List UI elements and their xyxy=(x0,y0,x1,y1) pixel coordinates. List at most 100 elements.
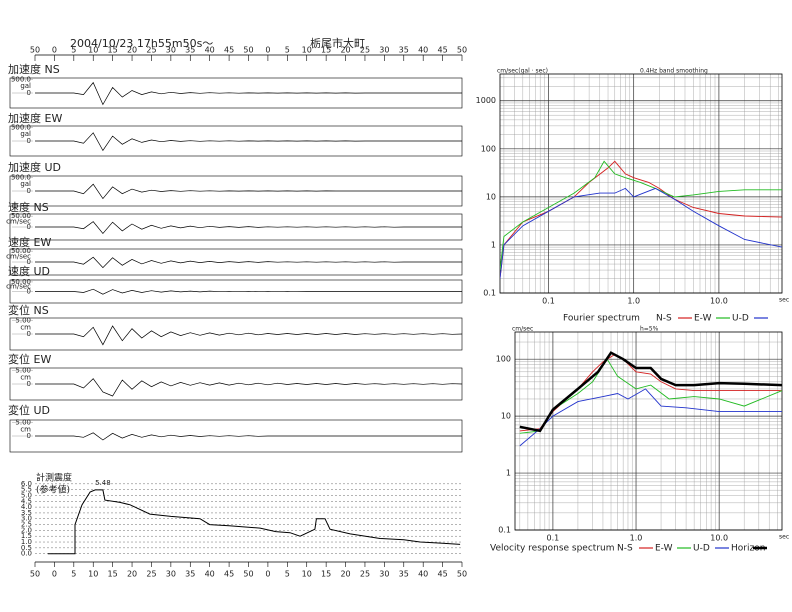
x-tick-label: 45 xyxy=(437,570,447,579)
panel-title: 速度 NS xyxy=(8,200,49,214)
y-tick-label: 3.0 xyxy=(21,515,32,523)
chart-subtitle: (参考値) xyxy=(36,484,70,496)
x-tick-label: 15 xyxy=(108,46,118,55)
panel-title: 加速度 UD xyxy=(8,160,61,174)
unit-label: cm/sec xyxy=(6,218,31,226)
record-date: 2004/10/23 17h55m50s～ xyxy=(70,37,213,50)
panel-title: 変位 EW xyxy=(8,352,51,366)
y-tick-label: 3.5 xyxy=(21,509,32,517)
x-axis-label: sec xyxy=(779,534,789,541)
y-axis-label: cm/sec(gal · sec) xyxy=(497,68,548,75)
y-tick-label: 10 xyxy=(501,412,511,421)
panel-title: 加速度 NS xyxy=(8,62,60,76)
x-tick-label: 5 xyxy=(71,46,76,55)
x-tick-label: 15 xyxy=(321,46,331,55)
x-tick-label: 10 xyxy=(88,46,98,55)
spectrum-line xyxy=(500,187,782,279)
x-tick-label: 30 xyxy=(166,570,176,579)
spectrum-line xyxy=(519,388,782,447)
x-tick-label: 20 xyxy=(340,46,350,55)
spectrum-line xyxy=(519,351,782,433)
x-tick-label: 25 xyxy=(360,570,370,579)
spectrum-line xyxy=(519,354,782,432)
panel-title: 速度 UD xyxy=(8,264,50,278)
x-tick-label: 10.0 xyxy=(710,534,728,543)
chart-title: 計測震度 xyxy=(36,472,72,484)
y-tick-label: 5.0 xyxy=(21,491,32,499)
intensity-line xyxy=(47,489,461,555)
x-tick-label: 0 xyxy=(52,46,57,55)
x-tick-label: 40 xyxy=(418,570,428,579)
x-tick-label: 45 xyxy=(437,46,447,55)
legend-label: U-D xyxy=(693,544,710,554)
panel-title: 変位 UD xyxy=(8,403,50,417)
x-tick-label: 0 xyxy=(265,570,270,579)
x-tick-label: 45 xyxy=(224,46,234,55)
x-tick-label: 0 xyxy=(52,570,57,579)
legend-label: N-S xyxy=(656,314,672,324)
x-tick-label: 50 xyxy=(30,46,40,55)
waveform xyxy=(35,256,462,269)
x-tick-label: 25 xyxy=(146,46,156,55)
spectrum-line xyxy=(500,160,782,271)
x-tick-label: 30 xyxy=(166,46,176,55)
plot-frame xyxy=(499,73,783,294)
x-axis-label: sec xyxy=(779,297,789,304)
plot-frame xyxy=(514,331,783,531)
unit-label: cm xyxy=(20,373,31,381)
y-tick-label: 1000 xyxy=(476,96,496,105)
x-tick-label: 30 xyxy=(379,570,389,579)
x-tick-label: 1.0 xyxy=(627,297,640,306)
waveform xyxy=(35,132,462,152)
waveform xyxy=(35,81,462,106)
x-tick-label: 20 xyxy=(127,570,137,579)
y-tick-label: 10 xyxy=(486,192,496,201)
x-tick-label: 35 xyxy=(399,570,409,579)
y-tick-label: 0.1 xyxy=(483,289,496,298)
y-tick-label: 1.5 xyxy=(21,532,32,540)
y-tick-label: 2.5 xyxy=(21,521,32,529)
waveform xyxy=(35,432,462,441)
panel-title: 加速度 EW xyxy=(8,111,62,125)
x-tick-label: 10.0 xyxy=(710,297,728,306)
waveform xyxy=(35,378,463,397)
unit-label: cm xyxy=(20,425,31,433)
y-tick-label: 1 xyxy=(506,469,511,478)
x-tick-label: 50 xyxy=(243,46,253,55)
y-tick-label: 0.1 xyxy=(498,526,511,535)
spectrum-line xyxy=(500,160,782,279)
legend-title: Fourier spectrum xyxy=(563,314,640,324)
x-tick-label: 20 xyxy=(340,570,350,579)
waveform xyxy=(35,288,462,295)
y-tick-label: 6.0 xyxy=(21,480,32,488)
chart-subtitle: h=5% xyxy=(640,326,659,333)
y-tick-label: 100 xyxy=(481,144,496,153)
chart-subtitle: 0.4Hz band smoothing xyxy=(640,68,708,75)
x-tick-label: 5 xyxy=(285,570,290,579)
unit-label: gal xyxy=(20,82,31,90)
legend-label: E-W xyxy=(694,314,712,324)
y-tick-label: 2.0 xyxy=(21,526,32,534)
x-tick-label: 15 xyxy=(321,570,331,579)
x-tick-label: 50 xyxy=(457,46,467,55)
x-tick-label: 0.1 xyxy=(542,297,555,306)
x-tick-label: 35 xyxy=(185,570,195,579)
y-tick-label: 4.0 xyxy=(21,503,32,511)
y-tick-label: 100 xyxy=(496,355,511,364)
x-tick-label: 45 xyxy=(224,570,234,579)
x-tick-label: 35 xyxy=(399,46,409,55)
unit-label: cm/sec xyxy=(6,283,31,291)
waveform xyxy=(35,183,462,200)
x-tick-label: 35 xyxy=(185,46,195,55)
waveform xyxy=(35,221,462,235)
legend-label: N-S xyxy=(617,544,633,554)
y-tick-label: 1.0 xyxy=(21,538,32,546)
y-tick-label: 0.5 xyxy=(21,544,32,552)
x-tick-label: 5 xyxy=(285,46,290,55)
y-tick-label: 4.5 xyxy=(21,497,32,505)
y-tick-label: 5.5 xyxy=(21,486,32,494)
x-tick-label: 20 xyxy=(127,46,137,55)
unit-label: cm xyxy=(20,323,31,331)
x-tick-label: 50 xyxy=(243,570,253,579)
